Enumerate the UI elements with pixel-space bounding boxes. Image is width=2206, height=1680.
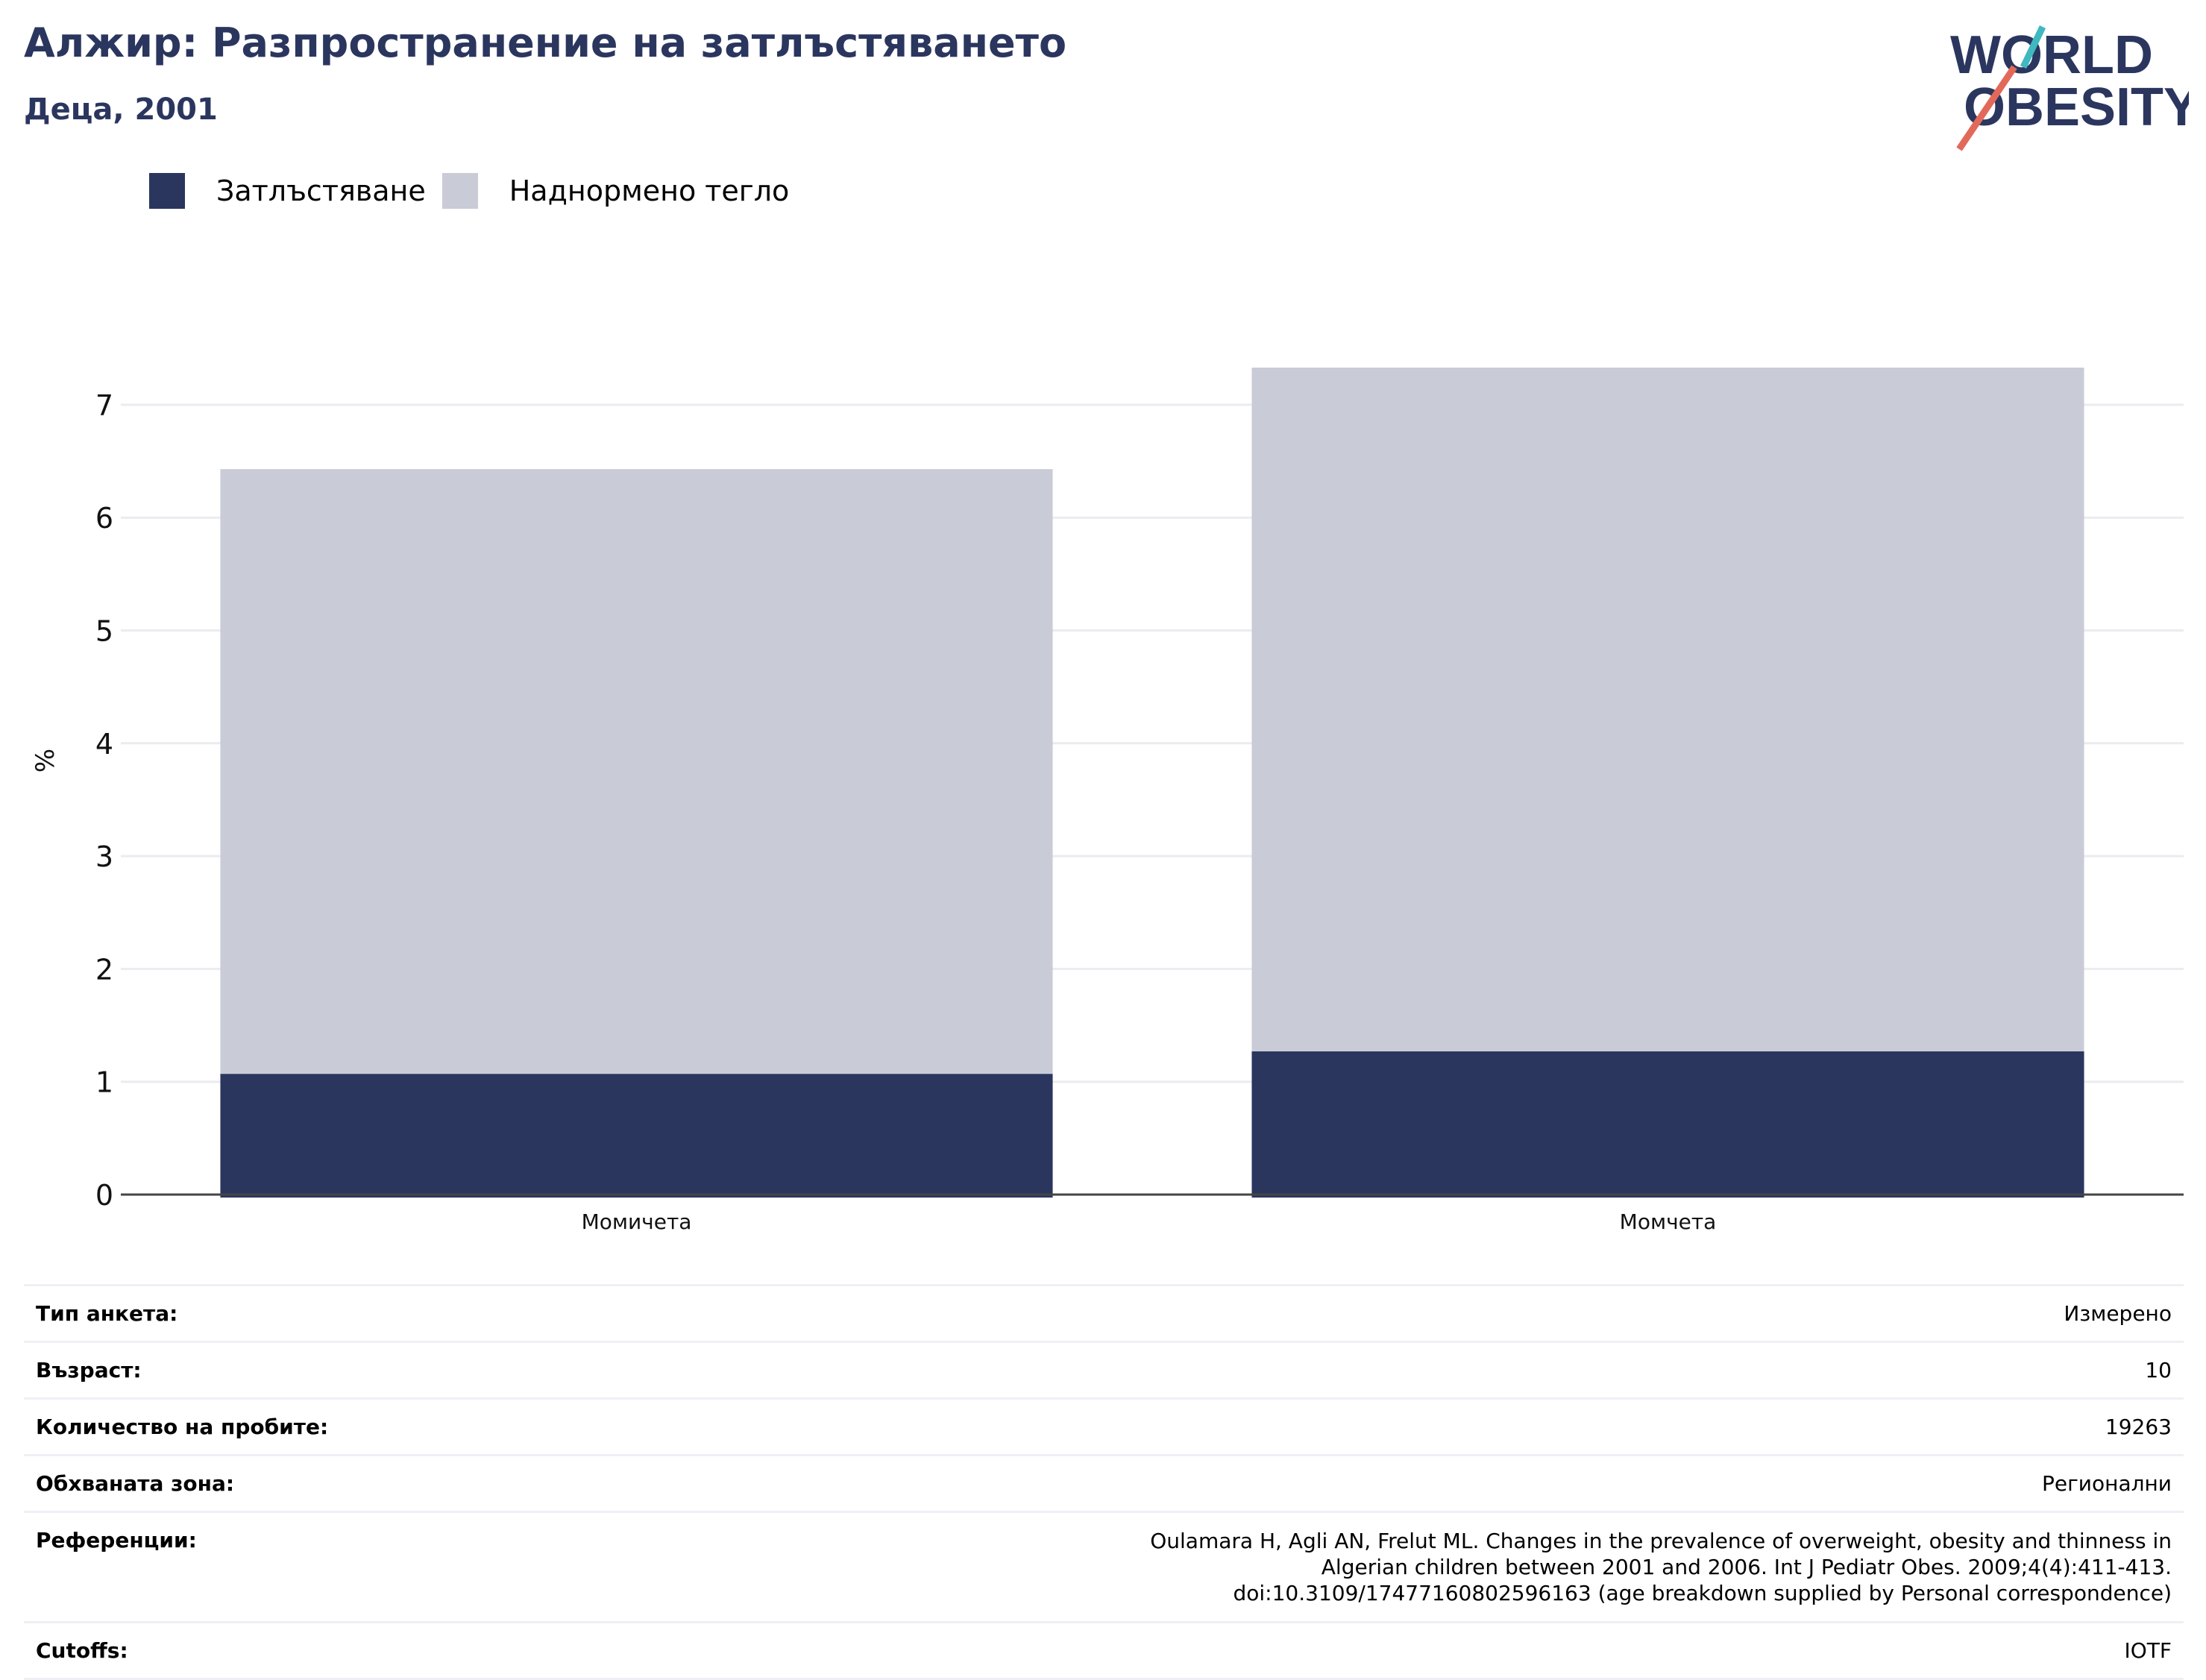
info-label: Референции: [24,1511,495,1623]
bar-overweight-girls [220,469,1053,1075]
y-tick-label: 3 [95,840,113,873]
info-row-references: Референции: Oulamara H, Agli AN, Frelut … [24,1511,2184,1623]
x-tick-label: Момчета [1620,1209,1717,1234]
y-axis-label: % [31,749,60,773]
logo-teal-slash [2020,25,2046,69]
info-row-survey-type: Тип анкета: Измерено [24,1284,2184,1342]
world-obesity-logo: WORLD OBESITY [1950,25,2189,151]
info-label: Възраст: [24,1341,495,1399]
legend-swatch-overweight [441,173,478,209]
info-row-sample-size: Количество на пробите: 19263 [24,1397,2184,1456]
y-tick-label: 6 [95,502,113,535]
info-value: Регионални [495,1454,2184,1512]
chart-subtitle: Деца, 2001 [24,92,218,127]
legend-item-overweight: Наднормено тегло [441,173,790,209]
info-label: Тип анкета: [24,1284,495,1342]
info-label: Обхваната зона: [24,1454,495,1512]
info-row-cutoffs: Cutoffs: IOTF [24,1621,2184,1680]
y-tick-label: 5 [95,615,113,648]
y-tick-label: 1 [95,1066,113,1099]
info-label: Количество на пробите: [24,1397,495,1456]
info-value: 10 [495,1341,2184,1399]
info-row-age: Възраст: 10 [24,1341,2184,1399]
chart-legend: Затлъстяване Наднормено тегло [149,173,805,209]
y-tick-label: 2 [95,953,113,986]
logo-coral-slash [1956,65,2017,151]
logo-line1: WORLD [1950,25,2153,85]
legend-label-obesity: Затлъстяване [216,174,426,207]
info-value-reference: Oulamara H, Agli AN, Frelut ML. Changes … [495,1511,2184,1623]
survey-info-table: Тип анкета: Измерено Възраст: 10 Количес… [24,1284,2184,1680]
y-tick-label: 0 [95,1179,113,1212]
info-row-area: Обхваната зона: Регионални [24,1454,2184,1512]
legend-item-obesity: Затлъстяване [149,173,426,209]
bar-obesity-girls [220,1074,1053,1198]
legend-label-overweight: Наднормено тегло [509,174,790,207]
y-tick-label: 7 [95,389,113,422]
bar-chart: 0 1 2 3 4 5 6 7% Момичета Момчета [31,367,2184,1234]
y-tick-label: 4 [95,728,113,761]
info-value: 19263 [495,1397,2184,1456]
chart-title: Алжир: Разпространение на затлъстяването [24,19,1067,66]
bar-obesity-boys [1251,1051,2084,1198]
info-value: IOTF [495,1621,2184,1680]
reference-text: Oulamara H, Agli AN, Frelut ML. Changes … [1150,1529,2172,1605]
info-label: Cutoffs: [24,1621,495,1680]
info-value: Измерено [495,1284,2184,1342]
bar-overweight-boys [1251,367,2084,1051]
legend-swatch-obesity [149,173,185,209]
x-tick-label: Момичета [582,1209,692,1234]
